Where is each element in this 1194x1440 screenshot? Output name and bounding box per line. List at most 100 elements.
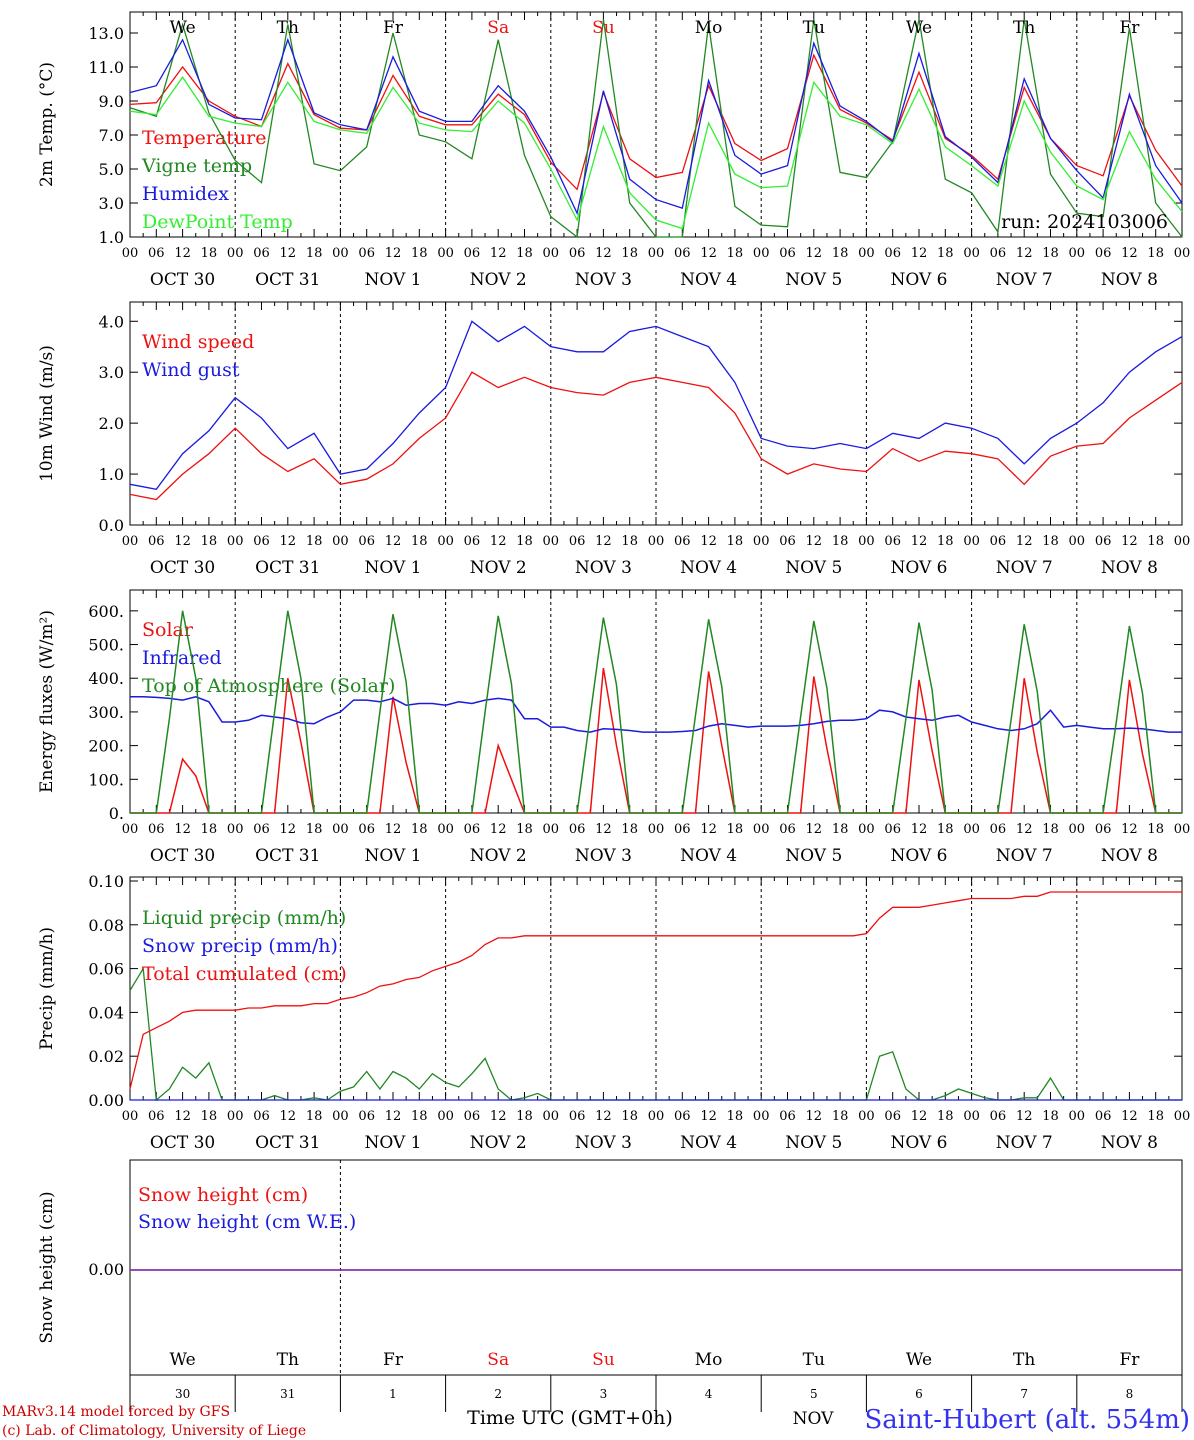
hour-tick-label: 00: [437, 1109, 454, 1124]
hour-tick-label: 18: [1042, 534, 1059, 549]
weekday-label: Fr: [383, 18, 404, 38]
hour-tick-label: 00: [543, 822, 560, 837]
hour-tick-label: 00: [122, 822, 139, 837]
panel-4: 0.00 0.02 0.04 0.06 0.08 0.10 Precip (mm/h) Liq…: [37, 872, 1190, 1153]
hour-tick-label: 00: [1174, 534, 1191, 549]
hour-tick-label: 18: [516, 534, 533, 549]
hour-tick-label: 12: [174, 534, 191, 549]
hour-tick-label: 12: [911, 1109, 928, 1124]
hour-tick-label: 06: [1095, 1109, 1112, 1124]
hour-tick-label: 18: [306, 246, 323, 261]
weekday-label: Su: [592, 18, 615, 38]
date-label: OCT 31: [255, 1133, 320, 1153]
hour-tick-label: 12: [490, 1109, 507, 1124]
hour-tick-label: 00: [753, 822, 770, 837]
date-label: NOV 3: [575, 1133, 632, 1153]
hour-tick-label: 18: [937, 246, 954, 261]
hour-tick-label: 18: [411, 246, 428, 261]
hour-tick-label: 18: [306, 1109, 323, 1124]
model-credit: MARv3.14 model forced by GFS: [2, 1404, 230, 1420]
y-tick-label: 9.0: [99, 92, 124, 111]
date-label: NOV 8: [1101, 1133, 1158, 1153]
hour-tick-label: 18: [937, 534, 954, 549]
date-label: NOV 5: [785, 558, 842, 578]
panel-1: 1.0 3.0 5.0 7.0 9.0 11.0 13.0 2m Temp. (°C) Temp…: [37, 11, 1190, 290]
hour-tick-label: 06: [990, 246, 1007, 261]
hour-tick-label: 12: [280, 534, 297, 549]
hour-tick-label: 00: [227, 822, 244, 837]
hour-tick-label: 06: [674, 1109, 691, 1124]
weekday-label: We: [906, 1350, 932, 1370]
hour-tick-label: 00: [437, 822, 454, 837]
weekday-label: Sa: [487, 18, 509, 38]
hour-tick-label: 12: [385, 822, 402, 837]
hour-tick-label: 18: [201, 822, 218, 837]
hour-tick-label: 06: [464, 246, 481, 261]
hour-tick-label: 12: [174, 1109, 191, 1124]
hour-tick-label: 12: [1121, 246, 1138, 261]
hour-tick-label: 06: [884, 246, 901, 261]
hour-tick-label: 00: [648, 534, 665, 549]
y-tick-label: 200.: [88, 737, 124, 756]
hour-tick-label: 00: [1069, 246, 1086, 261]
hour-tick-label: 12: [490, 822, 507, 837]
y-tick-label: 4.0: [99, 312, 124, 331]
hour-tick-label: 00: [858, 534, 875, 549]
hour-tick-label: 18: [201, 534, 218, 549]
hour-tick-label: 00: [963, 246, 980, 261]
date-label: OCT 31: [255, 558, 320, 578]
hour-tick-label: 12: [1016, 1109, 1033, 1124]
hour-tick-label: 18: [306, 822, 323, 837]
panel-3: 0. 100. 200. 300. 400. 500. 600. Energy fluxes …: [37, 589, 1190, 866]
hour-tick-label: 12: [700, 246, 717, 261]
y-tick-label: 0.00: [88, 1260, 124, 1279]
weekday-label: Fr: [1119, 1350, 1140, 1370]
hour-tick-label: 12: [595, 1109, 612, 1124]
date-label: OCT 31: [255, 270, 320, 290]
day-number: 5: [810, 1387, 818, 1401]
date-label: OCT 30: [150, 270, 215, 290]
hour-tick-label: 06: [779, 1109, 796, 1124]
weekday-label: We: [906, 18, 932, 38]
hour-tick-label: 06: [674, 246, 691, 261]
hour-tick-label: 12: [595, 534, 612, 549]
date-label: NOV 7: [996, 846, 1053, 866]
y-tick-label: 0.06: [88, 960, 124, 979]
legend-entry: Temperature: [142, 127, 266, 149]
y-tick-label: 600.: [88, 602, 124, 621]
hour-tick-label: 18: [727, 822, 744, 837]
legend-entry: Snow precip (mm/h): [142, 935, 338, 957]
hour-tick-label: 06: [569, 246, 586, 261]
hour-tick-label: 06: [990, 1109, 1007, 1124]
hour-tick-label: 00: [648, 246, 665, 261]
hour-tick-label: 06: [569, 534, 586, 549]
hour-tick-label: 18: [516, 246, 533, 261]
hour-tick-label: 18: [1042, 1109, 1059, 1124]
hour-tick-label: 12: [806, 246, 823, 261]
legend-entry: DewPoint Temp: [142, 211, 293, 233]
hour-tick-label: 12: [595, 246, 612, 261]
hour-tick-label: 12: [280, 822, 297, 837]
hour-tick-label: 00: [332, 246, 349, 261]
panel-frame: [129, 11, 1183, 238]
hour-tick-label: 18: [832, 822, 849, 837]
date-label: OCT 31: [255, 846, 320, 866]
hour-tick-label: 00: [332, 534, 349, 549]
series-line-total-cumulated-cm-: [129, 891, 1182, 1090]
run-label: run: 2024103006: [1001, 211, 1168, 233]
hour-tick-label: 12: [595, 822, 612, 837]
hour-tick-label: 06: [779, 246, 796, 261]
hour-tick-label: 12: [1121, 534, 1138, 549]
y-tick-label: 1.0: [99, 228, 124, 247]
hour-tick-label: 18: [832, 246, 849, 261]
weekday-label: Th: [277, 18, 299, 38]
hour-tick-label: 00: [753, 534, 770, 549]
y-tick-label: 0.04: [88, 1003, 124, 1022]
date-label: NOV 1: [364, 1133, 421, 1153]
hour-tick-label: 06: [358, 534, 375, 549]
hour-tick-label: 00: [858, 1109, 875, 1124]
hour-tick-label: 06: [884, 822, 901, 837]
hour-tick-label: 18: [621, 246, 638, 261]
date-label: NOV 8: [1101, 270, 1158, 290]
hour-tick-label: 12: [385, 246, 402, 261]
